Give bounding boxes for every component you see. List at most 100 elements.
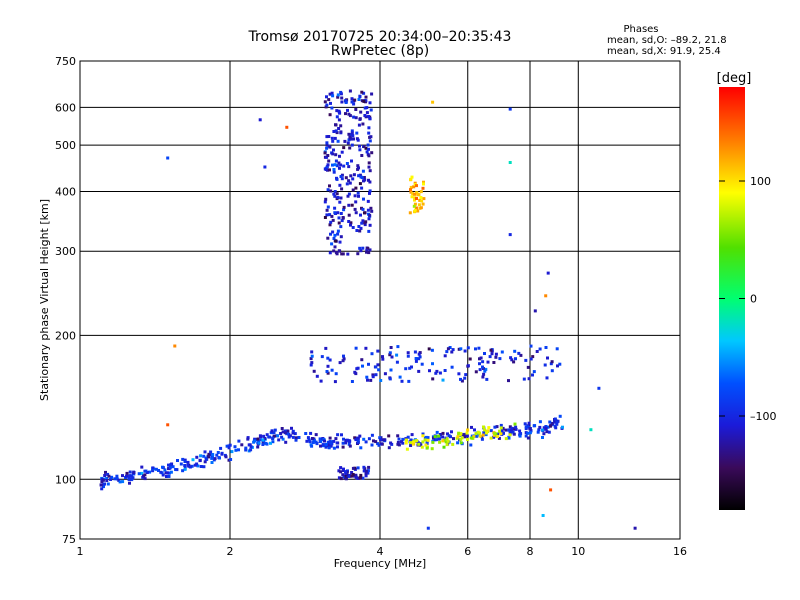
data-point (351, 466, 355, 470)
data-point (410, 365, 413, 369)
data-point (421, 432, 425, 436)
data-point (140, 471, 144, 475)
data-point (535, 350, 539, 353)
data-point (336, 139, 340, 143)
data-point (413, 192, 417, 196)
data-point (466, 346, 470, 350)
data-point (528, 431, 532, 435)
data-point (426, 526, 430, 530)
data-point (338, 166, 341, 170)
data-point (358, 148, 362, 152)
data-point (283, 429, 287, 433)
data-point (338, 200, 342, 204)
data-point (413, 202, 417, 206)
data-point (496, 432, 500, 436)
data-point (367, 154, 371, 158)
data-point (424, 443, 428, 447)
data-point (163, 468, 167, 472)
data-point (460, 379, 464, 383)
data-point (425, 446, 429, 450)
data-point (354, 116, 358, 120)
data-point (312, 369, 316, 373)
data-point (203, 450, 207, 454)
data-point (424, 435, 428, 439)
data-point (509, 356, 513, 360)
data-point (227, 446, 231, 450)
data-point (355, 131, 359, 135)
y-tick-label: 600 (55, 101, 76, 114)
data-point (358, 476, 362, 480)
data-point (404, 367, 408, 371)
data-point (633, 526, 637, 530)
data-point (513, 422, 517, 426)
data-point (438, 433, 442, 436)
data-point (345, 162, 349, 165)
data-point (446, 432, 449, 436)
data-point (281, 437, 285, 441)
data-point (354, 438, 358, 442)
data-point (417, 352, 421, 356)
data-point (437, 437, 441, 441)
data-point (367, 115, 371, 118)
data-point (285, 125, 289, 129)
data-point (331, 152, 335, 156)
data-point (400, 379, 404, 383)
data-point (237, 448, 240, 452)
data-point (354, 200, 358, 204)
data-point (389, 441, 393, 445)
data-point (103, 474, 107, 477)
data-point (465, 434, 469, 438)
grid-lines (80, 61, 680, 539)
data-point (345, 182, 349, 186)
data-point (441, 378, 445, 382)
data-point (364, 469, 368, 473)
data-point (367, 251, 371, 255)
data-point (332, 439, 336, 443)
data-point (342, 467, 345, 471)
data-point (397, 437, 401, 441)
data-point (420, 362, 424, 366)
data-point (524, 425, 528, 429)
data-point (484, 367, 488, 371)
data-point (323, 216, 327, 219)
data-point (340, 100, 344, 104)
data-point (337, 469, 341, 473)
data-point (357, 174, 361, 178)
data-point (456, 441, 460, 445)
data-point (409, 190, 413, 194)
data-point (291, 431, 295, 435)
data-point (216, 451, 220, 454)
data-point (325, 135, 329, 139)
data-point (348, 439, 352, 443)
data-point (475, 434, 479, 438)
data-point (368, 248, 372, 252)
data-point (544, 427, 548, 431)
data-point (325, 103, 329, 107)
data-point (323, 100, 327, 104)
data-point (362, 179, 365, 183)
data-point (331, 94, 335, 98)
data-point (333, 194, 337, 198)
data-point (372, 439, 375, 443)
data-point (541, 436, 544, 439)
data-point (396, 345, 400, 349)
data-point (483, 369, 487, 373)
data-point (366, 469, 370, 473)
data-point (325, 155, 329, 159)
data-point (310, 361, 314, 365)
data-point (367, 131, 371, 135)
data-point (404, 438, 408, 442)
data-point (332, 168, 336, 171)
data-point (485, 431, 489, 435)
data-point (329, 441, 333, 445)
data-point (325, 143, 329, 147)
data-point (209, 450, 213, 454)
data-point (356, 436, 360, 440)
data-point (531, 355, 535, 359)
data-point (369, 135, 373, 139)
data-point (438, 440, 442, 444)
data-point (350, 159, 353, 163)
data-point (414, 206, 418, 210)
data-point (336, 229, 340, 233)
data-point (356, 138, 360, 142)
